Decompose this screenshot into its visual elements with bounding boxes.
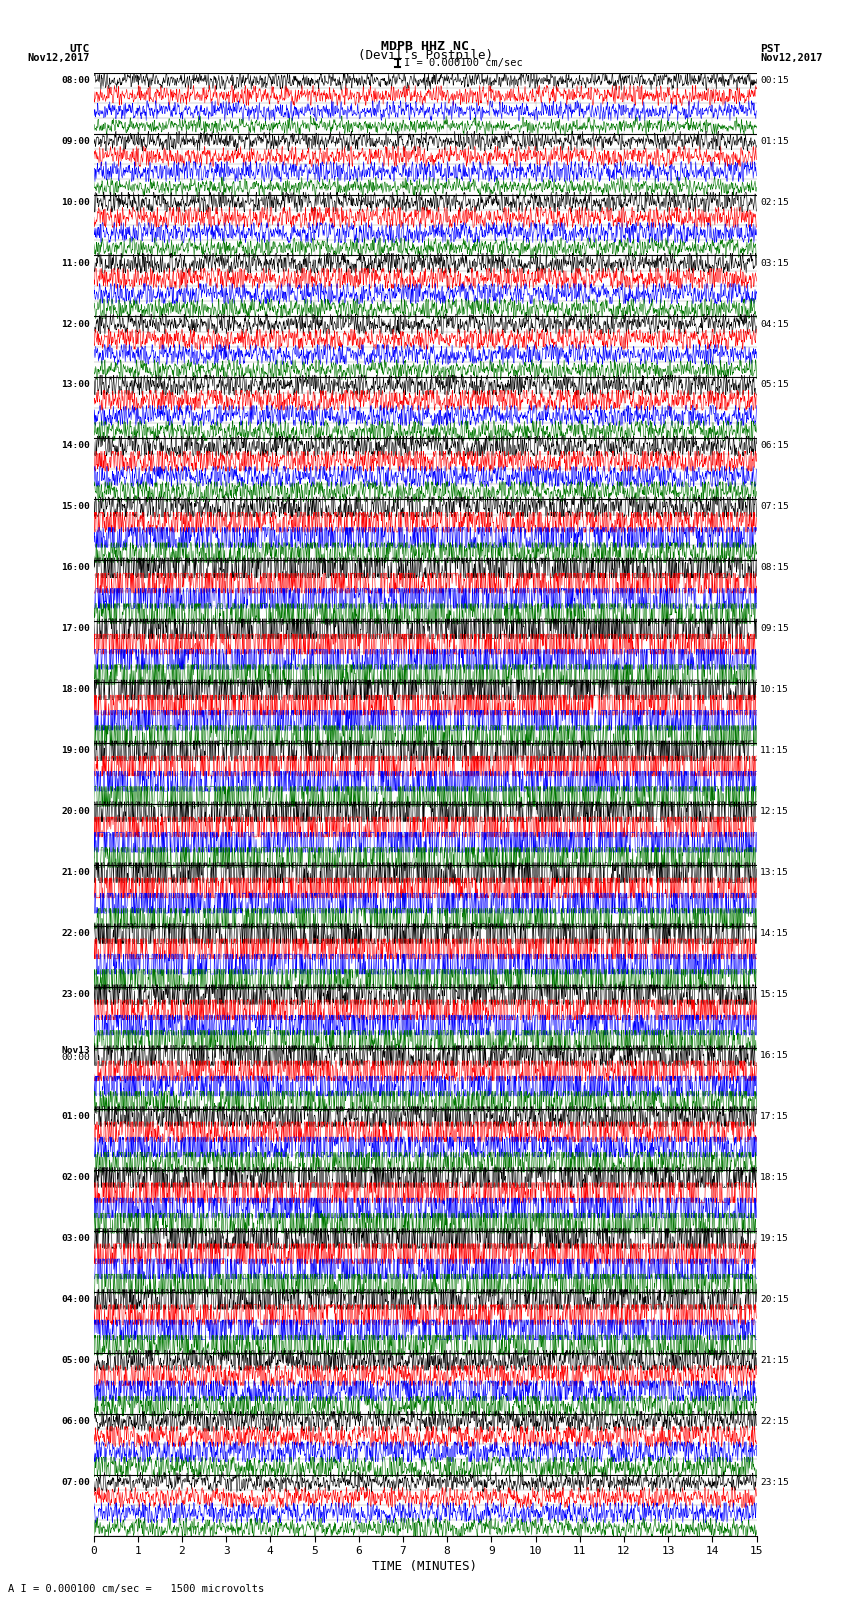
Text: (Devil's Postpile): (Devil's Postpile) — [358, 50, 492, 63]
Text: 15:15: 15:15 — [760, 990, 789, 998]
Text: 01:00: 01:00 — [61, 1111, 90, 1121]
Text: 06:15: 06:15 — [760, 442, 789, 450]
Text: Nov12,2017: Nov12,2017 — [760, 53, 823, 63]
X-axis label: TIME (MINUTES): TIME (MINUTES) — [372, 1560, 478, 1573]
Text: 10:00: 10:00 — [61, 198, 90, 206]
Text: 15:00: 15:00 — [61, 502, 90, 511]
Text: 09:15: 09:15 — [760, 624, 789, 634]
Text: 11:00: 11:00 — [61, 258, 90, 268]
Text: 11:15: 11:15 — [760, 747, 789, 755]
Text: 03:00: 03:00 — [61, 1234, 90, 1244]
Text: 22:00: 22:00 — [61, 929, 90, 939]
Text: 07:15: 07:15 — [760, 502, 789, 511]
Text: 21:00: 21:00 — [61, 868, 90, 877]
Text: 08:15: 08:15 — [760, 563, 789, 573]
Text: 00:00: 00:00 — [61, 1053, 90, 1061]
Text: 18:00: 18:00 — [61, 686, 90, 694]
Text: 16:00: 16:00 — [61, 563, 90, 573]
Text: A I = 0.000100 cm/sec =   1500 microvolts: A I = 0.000100 cm/sec = 1500 microvolts — [8, 1584, 264, 1594]
Text: 10:15: 10:15 — [760, 686, 789, 694]
Text: 19:00: 19:00 — [61, 747, 90, 755]
Text: 14:00: 14:00 — [61, 442, 90, 450]
Text: 14:15: 14:15 — [760, 929, 789, 939]
Text: 03:15: 03:15 — [760, 258, 789, 268]
Text: 05:00: 05:00 — [61, 1357, 90, 1365]
Text: 22:15: 22:15 — [760, 1416, 789, 1426]
Text: I = 0.000100 cm/sec: I = 0.000100 cm/sec — [404, 58, 523, 68]
Text: 09:00: 09:00 — [61, 137, 90, 145]
Text: 17:15: 17:15 — [760, 1111, 789, 1121]
Text: 12:15: 12:15 — [760, 806, 789, 816]
Text: Nov12,2017: Nov12,2017 — [27, 53, 90, 63]
Text: 05:15: 05:15 — [760, 381, 789, 389]
Text: 18:15: 18:15 — [760, 1173, 789, 1182]
Text: 21:15: 21:15 — [760, 1357, 789, 1365]
Text: 04:00: 04:00 — [61, 1295, 90, 1303]
Text: 02:15: 02:15 — [760, 198, 789, 206]
Text: 00:15: 00:15 — [760, 76, 789, 85]
Text: 20:15: 20:15 — [760, 1295, 789, 1303]
Text: 12:00: 12:00 — [61, 319, 90, 329]
Text: 23:00: 23:00 — [61, 990, 90, 998]
Text: 17:00: 17:00 — [61, 624, 90, 634]
Text: 02:00: 02:00 — [61, 1173, 90, 1182]
Text: 07:00: 07:00 — [61, 1478, 90, 1487]
Text: 13:15: 13:15 — [760, 868, 789, 877]
Text: 16:15: 16:15 — [760, 1052, 789, 1060]
Text: 08:00: 08:00 — [61, 76, 90, 85]
Text: 04:15: 04:15 — [760, 319, 789, 329]
Text: Nov13: Nov13 — [61, 1047, 90, 1055]
Text: 13:00: 13:00 — [61, 381, 90, 389]
Text: 06:00: 06:00 — [61, 1416, 90, 1426]
Text: 19:15: 19:15 — [760, 1234, 789, 1244]
Text: MDPB HHZ NC: MDPB HHZ NC — [381, 39, 469, 53]
Text: 23:15: 23:15 — [760, 1478, 789, 1487]
Text: 01:15: 01:15 — [760, 137, 789, 145]
Text: UTC: UTC — [70, 44, 90, 53]
Text: PST: PST — [760, 44, 780, 53]
Text: 20:00: 20:00 — [61, 806, 90, 816]
